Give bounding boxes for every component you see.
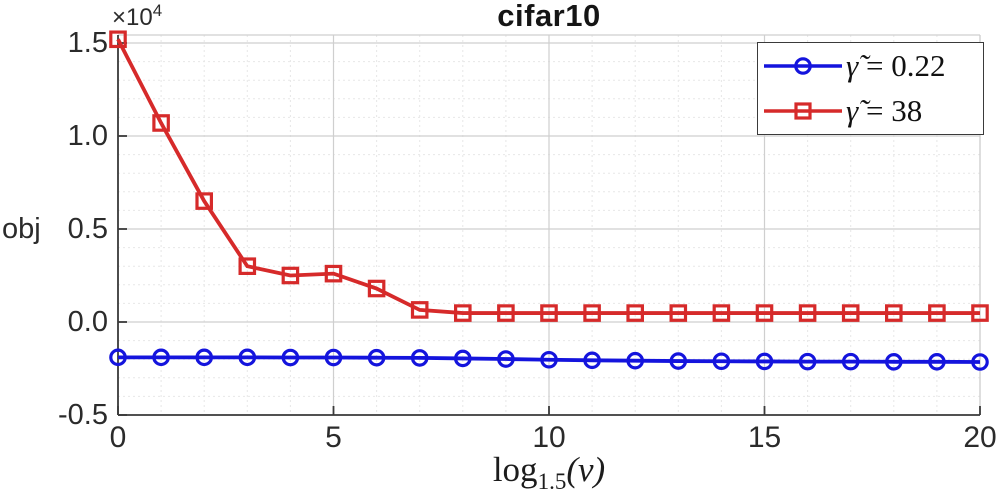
gamma-symbol: γ̃ [846, 48, 859, 83]
series-line-circle [118, 355, 981, 364]
legend-value: = 38 [865, 93, 923, 128]
y-tick-label: -0.5 [58, 399, 108, 431]
data-point-square [540, 304, 558, 322]
legend: γ̃ = 0.22 γ̃ = 38 [757, 42, 984, 135]
xlabel-func: log [492, 450, 538, 489]
blue-line-circle-marker-icon [764, 57, 842, 75]
data-point-circle [152, 348, 170, 367]
data-point-square [152, 114, 170, 132]
multiplier-exponent: 4 [152, 1, 163, 20]
data-point-circle [841, 352, 860, 371]
data-point-circle [712, 352, 731, 371]
data-point-circle [626, 351, 644, 370]
data-point-square [109, 30, 127, 49]
y-tick-label: 0.0 [67, 305, 108, 338]
legend-label: γ̃ = 38 [846, 93, 922, 129]
data-point-square [798, 304, 817, 322]
data-point-circle [971, 353, 989, 371]
legend-item-gamma-022: γ̃ = 0.22 [758, 44, 983, 88]
x-tick-label: 20 [963, 421, 997, 454]
data-point-square [454, 304, 472, 322]
legend-item-gamma-38: γ̃ = 38 [758, 89, 983, 133]
data-point-circle [453, 349, 472, 368]
legend-value: = 0.22 [865, 48, 946, 83]
data-point-square [712, 304, 731, 322]
y-tick-label: 0.5 [67, 212, 108, 245]
xlabel-base: 1.5 [537, 469, 567, 494]
data-point-square [195, 192, 213, 210]
data-point-square [841, 304, 860, 322]
data-point-square [497, 304, 515, 322]
data-point-circle [195, 348, 213, 367]
x-tick-label: 5 [325, 421, 342, 454]
data-point-circle [281, 348, 300, 367]
data-point-circle [798, 352, 817, 371]
xlabel-arg: (v) [566, 450, 606, 489]
data-point-square [410, 301, 429, 319]
data-point-circle [583, 351, 601, 370]
data-point-circle [540, 350, 558, 369]
data-point-square [238, 257, 257, 275]
y-axis-label: obj [2, 213, 41, 245]
x-axis-label: log1.5(v) [118, 450, 980, 493]
data-point-circle [928, 353, 946, 371]
multiplier-base: ×10 [112, 4, 153, 31]
series-line-square [116, 38, 980, 315]
x-tick-label: 10 [532, 421, 566, 454]
data-point-square [755, 304, 774, 322]
chart-title: cifar10 [497, 0, 601, 33]
data-point-circle [755, 352, 774, 371]
red-line-square-marker-icon [764, 102, 842, 120]
data-point-square [626, 304, 644, 322]
data-point-circle [109, 348, 127, 367]
data-point-square [324, 264, 343, 283]
data-point-circle [884, 353, 903, 371]
data-point-circle [367, 348, 386, 367]
data-point-square [971, 304, 989, 322]
data-point-circle [410, 349, 429, 367]
data-point-square [928, 304, 946, 322]
y-axis-multiplier: ×104 [112, 1, 162, 32]
data-point-circle [497, 350, 515, 368]
data-point-square [583, 304, 601, 322]
data-point-circle [324, 348, 343, 367]
data-point-square [367, 279, 386, 298]
gamma-symbol: γ̃ [846, 93, 859, 128]
x-tick-label: 15 [747, 421, 782, 454]
y-tick-label: 1.0 [67, 119, 108, 152]
data-point-square [281, 266, 300, 285]
data-point-circle [669, 352, 688, 370]
legend-label: γ̃ = 0.22 [846, 48, 945, 84]
x-tick-label: 0 [109, 421, 127, 454]
data-point-square [884, 304, 903, 322]
data-point-square [669, 304, 688, 322]
data-point-circle [238, 348, 257, 367]
y-tick-label: 1.5 [67, 26, 108, 59]
